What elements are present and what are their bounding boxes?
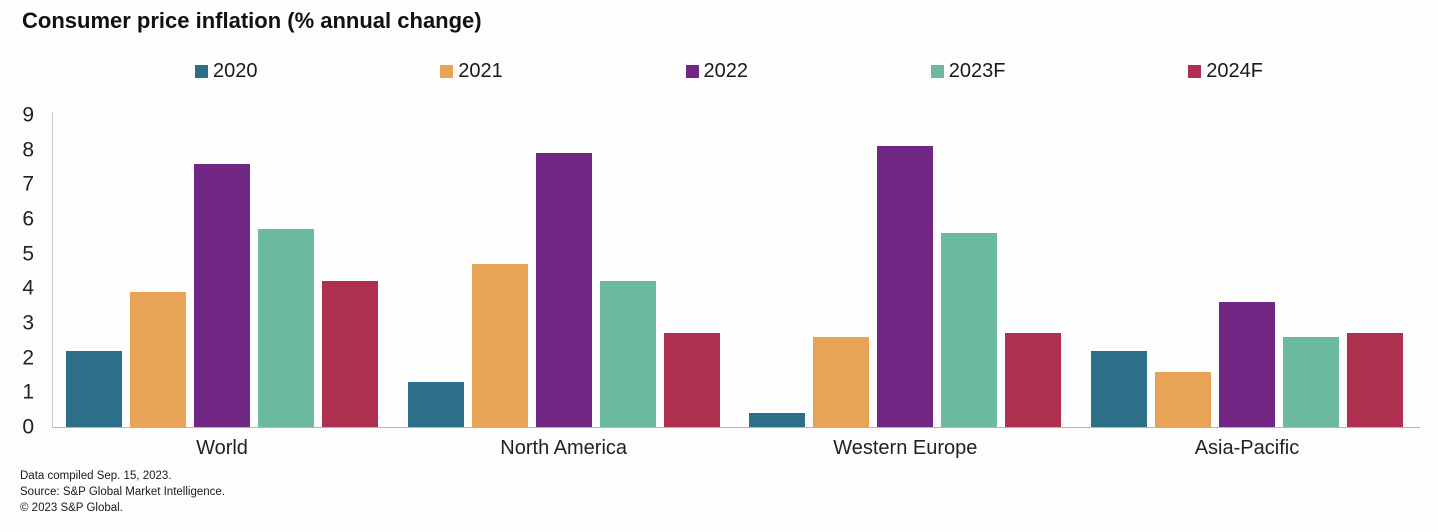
bar-north-america-2022 (535, 153, 592, 427)
bar-asia-pacific-2021 (1154, 371, 1211, 427)
legend-swatch-2022-icon (685, 65, 699, 78)
footnote-copyright: © 2023 S&P Global. (20, 502, 123, 514)
y-tick-0: 0 (22, 415, 34, 439)
bar-group-western-europe (749, 115, 1062, 427)
legend-item-2020: 2020 (195, 60, 258, 83)
y-tick-1: 1 (22, 380, 34, 404)
legend-label-2020: 2020 (213, 60, 258, 82)
footnote-source: Source: S&P Global Market Intelligence. (20, 486, 225, 498)
legend-item-2024f: 2024F (1188, 60, 1263, 83)
bar-asia-pacific-2023f (1282, 336, 1339, 427)
bar-group-north-america (407, 115, 720, 427)
legend-swatch-2021-icon (440, 65, 454, 78)
bar-north-america-2020 (407, 381, 464, 427)
y-tick-2: 2 (22, 346, 34, 370)
x-axis-line (52, 427, 1420, 428)
chart-title: Consumer price inflation (% annual chang… (22, 8, 482, 33)
bar-world-2024f (322, 281, 378, 427)
bar-asia-pacific-2024f (1346, 333, 1403, 427)
y-tick-5: 5 (22, 242, 34, 266)
bar-asia-pacific-2022 (1218, 302, 1275, 427)
bar-western-europe-2022 (877, 146, 934, 427)
bar-group-asia-pacific (1090, 115, 1403, 427)
bar-western-europe-2023f (941, 232, 998, 427)
bar-group-world (66, 115, 378, 427)
footnote-compiled: Data compiled Sep. 15, 2023. (20, 470, 172, 482)
legend-item-2023f: 2023F (930, 60, 1006, 83)
legend-swatch-2024f-icon (1188, 65, 1202, 78)
x-label-western-europe: Western Europe (833, 437, 978, 459)
y-axis-line (52, 112, 53, 427)
x-axis-labels: World North America Western Europe Asia-… (53, 437, 1438, 460)
legend: 2020 2021 2022 2023F 2024F (0, 60, 1438, 83)
y-tick-7: 7 (22, 172, 34, 196)
legend-label-2021: 2021 (458, 60, 503, 82)
bar-western-europe-2021 (813, 336, 870, 427)
footnotes: Data compiled Sep. 15, 2023. Source: S&P… (20, 468, 225, 516)
x-label-asia-pacific: Asia-Pacific (1194, 437, 1300, 459)
legend-label-2024f: 2024F (1206, 60, 1263, 82)
bar-world-2021 (130, 291, 186, 427)
bar-asia-pacific-2020 (1090, 350, 1147, 427)
y-tick-3: 3 (22, 311, 34, 335)
plot-area (53, 115, 1438, 427)
y-axis: 0 1 2 3 4 5 6 7 8 9 (0, 105, 38, 438)
legend-swatch-2020-icon (195, 65, 208, 78)
bar-north-america-2023f (599, 281, 656, 427)
bar-world-2020 (66, 350, 122, 427)
y-tick-4: 4 (22, 276, 34, 300)
legend-swatch-2023f-icon (930, 65, 944, 78)
y-tick-6: 6 (22, 207, 34, 231)
bar-western-europe-2020 (749, 413, 806, 427)
y-tick-8: 8 (22, 138, 34, 162)
bar-north-america-2024f (663, 333, 720, 427)
bar-western-europe-2024f (1005, 333, 1062, 427)
x-label-north-america: North America (500, 437, 628, 459)
y-tick-9: 9 (22, 103, 34, 127)
legend-item-2022: 2022 (685, 60, 749, 83)
legend-label-2023f: 2023F (948, 60, 1006, 82)
x-label-world: World (196, 437, 248, 459)
bar-world-2022 (194, 163, 250, 427)
bar-world-2023f (258, 229, 314, 427)
legend-item-2021: 2021 (440, 60, 503, 83)
bar-north-america-2021 (471, 264, 528, 427)
legend-label-2022: 2022 (703, 60, 749, 82)
